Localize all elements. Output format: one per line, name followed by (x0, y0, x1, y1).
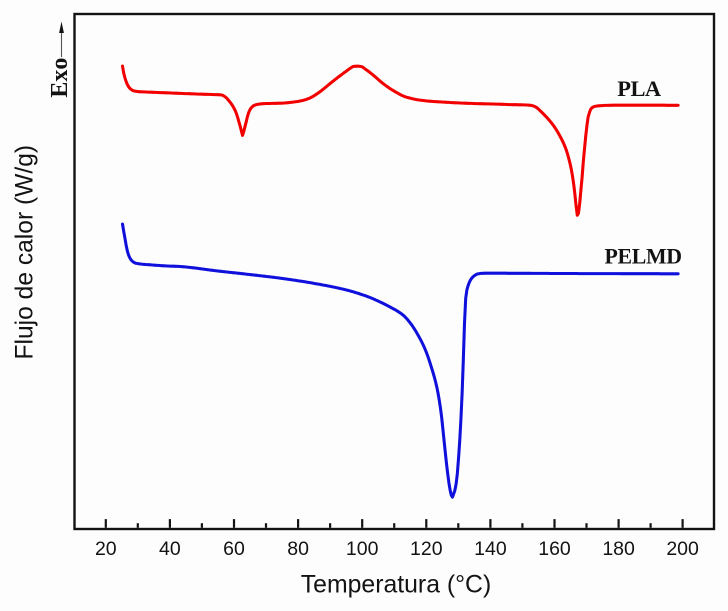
svg-text:Temperatura (°C): Temperatura (°C) (301, 572, 491, 599)
svg-text:80: 80 (287, 538, 309, 560)
svg-text:120: 120 (410, 538, 443, 560)
svg-text:160: 160 (538, 538, 571, 560)
svg-text:40: 40 (159, 538, 181, 560)
svg-text:20: 20 (95, 538, 117, 560)
svg-text:PELMD: PELMD (605, 245, 682, 269)
svg-text:140: 140 (474, 538, 507, 560)
svg-text:Exo: Exo (47, 58, 73, 98)
svg-text:100: 100 (346, 538, 379, 560)
svg-text:PLA: PLA (617, 76, 662, 101)
svg-text:180: 180 (602, 538, 635, 560)
svg-text:200: 200 (666, 538, 699, 560)
svg-text:60: 60 (223, 538, 245, 560)
svg-text:Flujo de calor (W/g): Flujo de calor (W/g) (12, 145, 39, 360)
